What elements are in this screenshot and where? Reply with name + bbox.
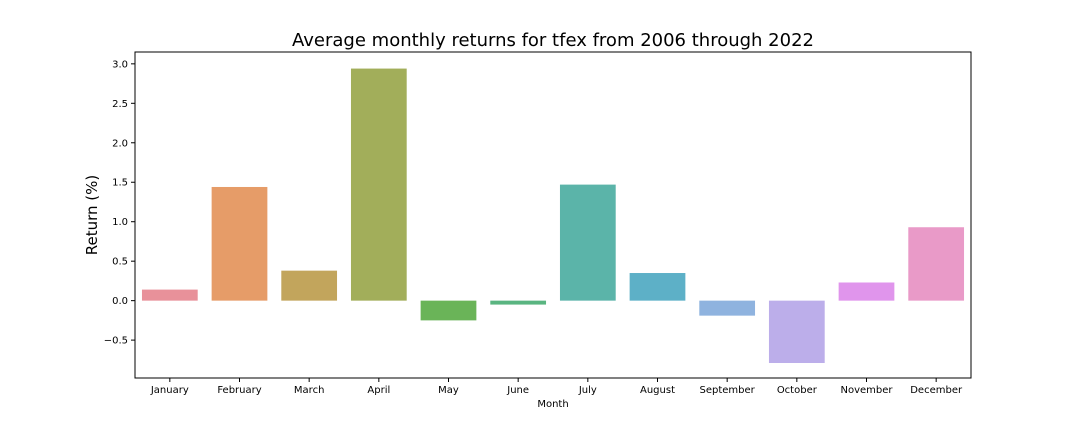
y-tick-label: 0.0: [112, 296, 128, 307]
bar-august: [629, 273, 686, 301]
y-axis-label: Return (%): [83, 175, 101, 256]
x-tick-label: October: [777, 385, 818, 396]
bar-february: [211, 186, 268, 301]
bar-july: [559, 184, 616, 301]
chart-title: Average monthly returns for tfex from 20…: [292, 30, 814, 51]
x-tick-label: March: [294, 385, 324, 396]
x-tick-label: May: [438, 385, 459, 396]
x-tick-label: January: [150, 385, 189, 396]
x-tick-label: September: [700, 385, 756, 396]
x-axis-label: Month: [537, 399, 568, 410]
y-tick-label: 0.5: [112, 257, 128, 268]
bar-may: [420, 300, 477, 321]
x-tick-label: June: [506, 385, 529, 396]
y-tick-label: 2.5: [112, 99, 128, 110]
y-tick-label: 1.0: [112, 217, 128, 228]
bars-group: [141, 68, 965, 364]
x-tick-label: August: [640, 385, 675, 396]
bar-january: [141, 289, 198, 301]
x-tick-label: April: [367, 385, 390, 396]
bar-october: [768, 300, 825, 364]
y-tick-label: 1.5: [112, 178, 128, 189]
bar-september: [699, 300, 756, 316]
y-tick-label: −0.5: [104, 336, 128, 347]
x-tick-label: February: [217, 385, 261, 396]
y-tick-label: 2.0: [112, 138, 128, 149]
bar-june: [490, 300, 547, 305]
bar-december: [908, 227, 965, 301]
ticks-group: January February March April May June July Augu…: [104, 59, 963, 396]
bar-november: [838, 282, 895, 301]
x-tick-label: July: [578, 385, 597, 396]
x-tick-label: December: [910, 385, 963, 396]
x-tick-label: November: [840, 385, 893, 396]
y-tick-label: 3.0: [112, 59, 128, 70]
plot-frame: [134, 51, 972, 379]
bar-march: [281, 270, 338, 301]
bar-april: [350, 68, 407, 301]
